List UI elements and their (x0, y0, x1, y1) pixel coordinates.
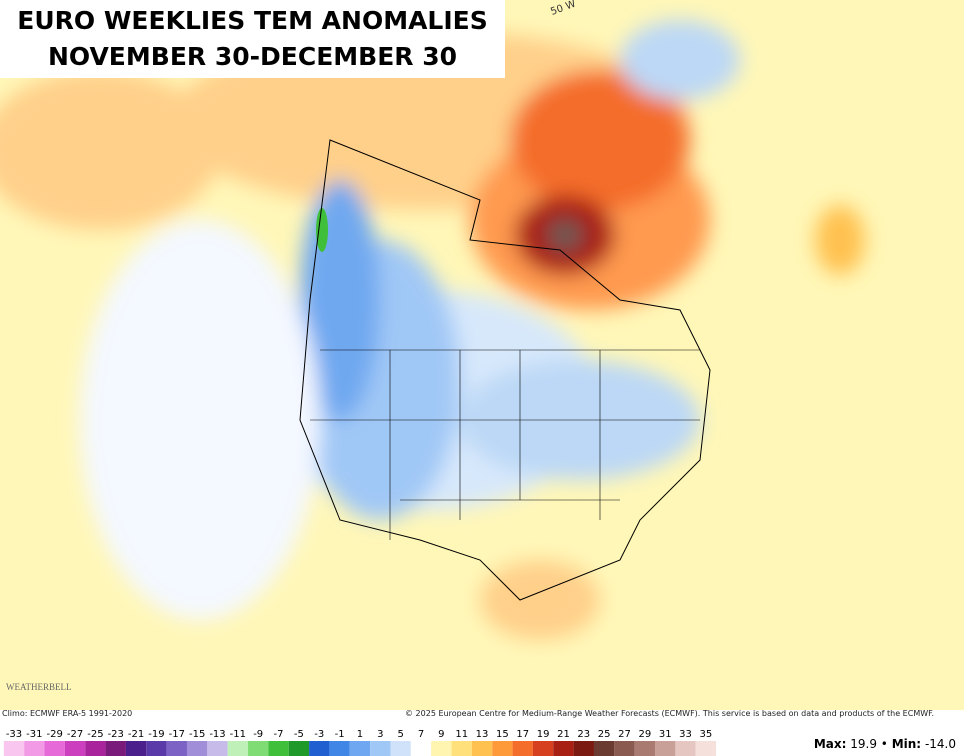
color-swatch (593, 741, 615, 756)
color-swatch (431, 741, 452, 756)
colorbar-label: 7 (418, 729, 424, 740)
colorbar-label: 23 (577, 729, 590, 740)
color-swatch (655, 741, 676, 756)
colorbar-label: -15 (189, 729, 205, 740)
color-swatch (105, 741, 126, 756)
colorbar-label: -5 (294, 729, 304, 740)
color-swatch (532, 741, 554, 756)
colorbar-label: 1 (357, 729, 363, 740)
color-swatch (3, 741, 25, 756)
color-swatch (614, 741, 635, 756)
color-swatch (24, 741, 45, 756)
colorbar-label: 5 (397, 729, 403, 740)
color-swatch (64, 741, 86, 756)
colorbar-label: -7 (274, 729, 284, 740)
colorbar-label: -3 (314, 729, 324, 740)
color-swatch (146, 741, 167, 756)
color-swatch (492, 741, 513, 756)
max-label: Max (813, 737, 842, 751)
color-swatch (390, 741, 411, 756)
colorbar-label: -1 (335, 729, 345, 740)
color-swatch (370, 741, 391, 756)
color-swatch (166, 741, 187, 756)
colorbar-label: -21 (128, 729, 144, 740)
colorbar-label: -9 (253, 729, 263, 740)
color-swatch (553, 741, 574, 756)
color-swatch (125, 741, 147, 756)
color-swatch (207, 741, 228, 756)
colorbar-label: 9 (438, 729, 444, 740)
colorbar-label: 33 (679, 729, 692, 740)
color-swatch (44, 741, 65, 756)
color-swatch (451, 741, 472, 756)
separator: • (880, 737, 888, 751)
anomaly-fields (0, 20, 865, 640)
min-value: -14.0 (924, 737, 956, 751)
color-swatch (309, 741, 330, 756)
colorbar-label: -19 (148, 729, 164, 740)
color-swatch (329, 741, 350, 756)
climo: Climo: ECMWF ERA-5 1991-2020 (2, 709, 133, 718)
colorbar-label: 21 (557, 729, 570, 740)
colorbar-label: -13 (209, 729, 225, 740)
borders (310, 349, 700, 540)
colorbar-label: 35 (700, 729, 713, 740)
map: 50 W WEATHERBELL (0, 0, 964, 710)
logo: WEATHERBELL (6, 682, 72, 692)
color-swatch (634, 741, 656, 756)
max-min: Max: 19.9 • Min: -14.0 (813, 737, 956, 751)
colorbar-label: 13 (476, 729, 489, 740)
coastline (299, 139, 711, 601)
min-label: Min (891, 737, 917, 751)
color-swatch (288, 741, 310, 756)
colorbar-label: -11 (230, 729, 246, 740)
colorbar-label: -23 (108, 729, 124, 740)
colorbar-label: -33 (6, 729, 22, 740)
colorbar-label: 29 (638, 729, 651, 740)
color-swatch (349, 741, 371, 756)
credit: © 2025 European Centre for Medium-Range … (405, 709, 934, 718)
color-swatch (695, 741, 717, 756)
colorbar-label: -27 (67, 729, 83, 740)
colorbar-label: 11 (455, 729, 468, 740)
colorbar-label: 19 (537, 729, 550, 740)
colorbar-label: -29 (47, 729, 63, 740)
max-value: 19.9 (850, 737, 877, 751)
colorbar-label: -31 (26, 729, 42, 740)
colorbar-label: 17 (516, 729, 529, 740)
color-swatch (248, 741, 269, 756)
colorbar-label: -25 (87, 729, 103, 740)
title: EURO WEEKLIES TEM ANOMALIES NOVEMBER 30-… (0, 0, 505, 78)
colorbar-label: -17 (169, 729, 185, 740)
title-line: NOVEMBER 30-DECEMBER 30 (47, 42, 458, 71)
color-swatch (512, 741, 533, 756)
color-swatch (471, 741, 493, 756)
color-swatch (410, 741, 432, 756)
color-swatch (186, 741, 208, 756)
color-swatch (573, 741, 594, 756)
colorbar-label: 31 (659, 729, 672, 740)
color-swatch (268, 741, 289, 756)
colorbar-label: 3 (377, 729, 383, 740)
colorbar: -33 -31 -29 -27 -25 -23 -21 -19 -17 -15 -13 -11 -9 -7… (3, 729, 717, 756)
color-swatch (85, 741, 106, 756)
title-line: EURO WEEKLIES TEM ANOMALIES (17, 6, 488, 35)
colorbar-label: 15 (496, 729, 509, 740)
green-patch (316, 208, 328, 252)
color-swatch (675, 741, 696, 756)
color-swatch (227, 741, 249, 756)
colorbar-label: 25 (598, 729, 611, 740)
colorbar-label: 27 (618, 729, 631, 740)
